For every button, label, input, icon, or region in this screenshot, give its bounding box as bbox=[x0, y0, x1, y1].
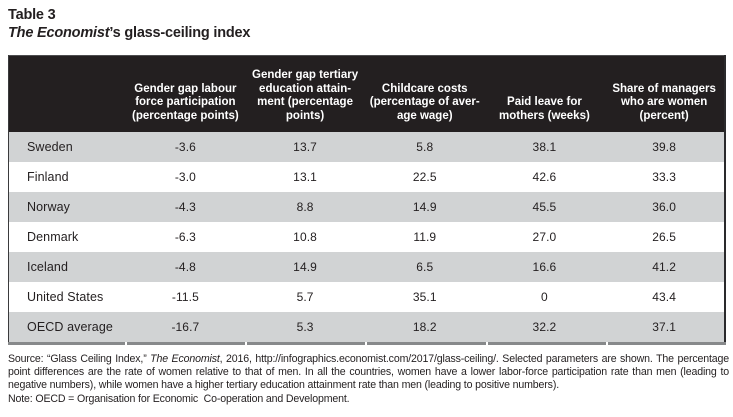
value-cell: 33.3 bbox=[652, 170, 676, 184]
table-row-iceland: Iceland -4.8 14.9 6.5 16.6 41.2 bbox=[9, 252, 724, 282]
rule-segment bbox=[127, 342, 246, 345]
value-cell: 8.8 bbox=[296, 200, 314, 214]
value-cell: -4.3 bbox=[174, 200, 196, 214]
glass-ceiling-table: Gender gap labour force participation (p… bbox=[8, 55, 726, 342]
header-cell-labour-gap: Gender gap labour force participation (p… bbox=[132, 82, 239, 122]
value-cell: -6.3 bbox=[174, 230, 196, 244]
country-cell: Iceland bbox=[27, 260, 69, 274]
value-cell: 14.9 bbox=[293, 260, 317, 274]
rule-segment bbox=[247, 342, 366, 345]
table-title-italic: The Economist bbox=[8, 25, 110, 41]
value-cell: 37.1 bbox=[652, 320, 676, 334]
oecd-note: Note: OECD = Organisation for Economic C… bbox=[8, 392, 350, 405]
value-cell: -11.5 bbox=[171, 290, 199, 304]
rule-segment bbox=[607, 342, 726, 345]
table-row-denmark: Denmark -6.3 10.8 11.9 27.0 26.5 bbox=[9, 222, 724, 252]
value-cell: 22.5 bbox=[412, 170, 437, 184]
table-row-sweden: Sweden -3.6 13.7 5.8 38.1 39.8 bbox=[9, 132, 724, 162]
footnotes: Source: “Glass Ceiling Index,” The Econo… bbox=[8, 353, 729, 406]
value-cell: -3.6 bbox=[174, 140, 196, 154]
title-block: Table 3 The Economist’s glass-ceiling in… bbox=[8, 6, 729, 42]
table-bottom-rule bbox=[8, 342, 726, 345]
header-cell-childcare: Childcare costs (percentage of aver- age… bbox=[369, 82, 480, 122]
value-cell: -3.0 bbox=[174, 170, 196, 184]
value-cell: 18.2 bbox=[412, 320, 437, 334]
value-cell: 38.1 bbox=[532, 140, 557, 154]
value-cell: 43.4 bbox=[652, 290, 676, 304]
value-cell: 13.7 bbox=[293, 140, 317, 154]
source-publication-italic: The Economist bbox=[150, 353, 220, 365]
value-cell: 32.2 bbox=[532, 320, 557, 334]
country-cell: Denmark bbox=[27, 230, 79, 244]
country-cell: Norway bbox=[27, 200, 70, 214]
value-cell: 5.8 bbox=[416, 140, 434, 154]
value-cell: 41.2 bbox=[652, 260, 676, 274]
header-cell-country bbox=[9, 56, 126, 132]
table-row-oecd-average: OECD average -16.7 5.3 18.2 32.2 37.1 bbox=[9, 312, 724, 342]
table-row-united-states: United States -11.5 5.7 35.1 0 43.4 bbox=[9, 282, 724, 312]
value-cell: 36.0 bbox=[652, 200, 676, 214]
country-cell: United States bbox=[27, 290, 104, 304]
value-cell: 45.5 bbox=[532, 200, 557, 214]
value-cell: 10.8 bbox=[293, 230, 317, 244]
value-cell: 5.3 bbox=[296, 320, 314, 334]
table-row-finland: Finland -3.0 13.1 22.5 42.6 33.3 bbox=[9, 162, 724, 192]
country-cell: Sweden bbox=[27, 140, 73, 154]
value-cell: 16.6 bbox=[532, 260, 557, 274]
table-header-row: Gender gap labour force participation (p… bbox=[9, 55, 724, 132]
header-cell-tertiary-gap: Gender gap tertiary education attain- me… bbox=[252, 69, 359, 122]
table-title: The Economist’s glass-ceiling index bbox=[8, 24, 729, 42]
value-cell: -16.7 bbox=[171, 320, 200, 334]
value-cell: 35.1 bbox=[412, 290, 437, 304]
value-cell: 26.5 bbox=[652, 230, 676, 244]
country-cell: OECD average bbox=[27, 320, 113, 334]
value-cell: 42.6 bbox=[532, 170, 557, 184]
page: Table 3 The Economist’s glass-ceiling in… bbox=[8, 6, 729, 406]
value-cell: 27.0 bbox=[532, 230, 557, 244]
value-cell: 11.9 bbox=[413, 230, 437, 244]
table-row-norway: Norway -4.3 8.8 14.9 45.5 36.0 bbox=[9, 192, 724, 222]
value-cell: -4.8 bbox=[174, 260, 196, 274]
value-cell: 6.5 bbox=[416, 260, 434, 274]
table-title-rest: ’s glass-ceiling index bbox=[109, 25, 251, 41]
value-cell: 39.8 bbox=[652, 140, 676, 154]
rule-segment bbox=[487, 342, 606, 345]
value-cell: 13.1 bbox=[293, 170, 317, 184]
rule-segment bbox=[367, 342, 486, 345]
value-cell: 14.9 bbox=[412, 200, 437, 214]
rule-segment bbox=[8, 342, 126, 345]
header-cell-paid-leave: Paid leave for mothers (weeks) bbox=[499, 96, 590, 122]
source-prefix: Source: “Glass Ceiling Index,” bbox=[8, 353, 151, 365]
source-suffix: , 2016, http://infographics.economist.co… bbox=[8, 353, 729, 392]
table-number: Table 3 bbox=[8, 7, 56, 23]
value-cell: 0 bbox=[541, 290, 548, 304]
value-cell: 5.7 bbox=[296, 290, 314, 304]
country-cell: Finland bbox=[27, 170, 69, 184]
header-cell-managers: Share of managers who are women (percent… bbox=[612, 82, 716, 122]
source-note: Source: “Glass Ceiling Index,” The Econo… bbox=[8, 353, 729, 393]
